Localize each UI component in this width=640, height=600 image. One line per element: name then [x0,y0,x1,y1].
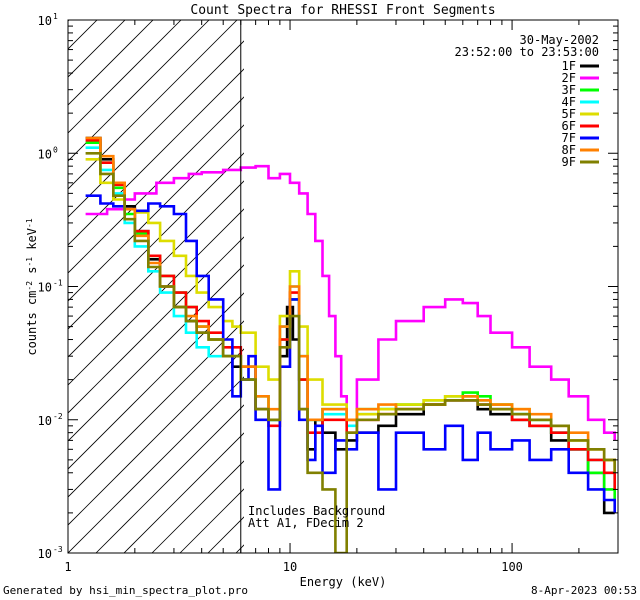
footer-generated-by: Generated by hsi_min_spectra_plot.pro [3,584,248,597]
x-axis-label: Energy (keV) [300,575,387,589]
y-tick-exponent: -3 [53,545,63,554]
hatch-line [123,432,244,553]
hatch-line [320,0,640,553]
date-label: 30-May-2002 [520,33,599,47]
series-line-2F [85,164,616,441]
y-tick-exponent: -1 [53,279,63,288]
legend-label-3F: 3F [562,83,576,97]
y-tick-label: 10 [38,147,52,161]
hatch-line [68,20,210,162]
hatch-line [68,152,244,330]
hatch-line [68,264,244,442]
y-tick-exponent: 0 [53,145,58,154]
hatch-line [68,96,244,274]
hatch-line [68,236,244,414]
hatch-line [68,208,244,386]
hatch-line [68,124,244,302]
hatch-line [68,20,154,106]
hatch-line [68,68,244,246]
hatch-line [68,40,244,218]
hatch-line [68,20,126,78]
series-line-4F [85,146,616,490]
hatch-line [68,20,182,134]
series-line-7F [85,194,616,513]
y-tick-label: 10 [38,281,52,295]
y-label-part-1: -2 [25,281,34,291]
legend-label-8F: 8F [562,143,576,157]
x-tick-label: 10 [283,560,297,574]
series-layer [85,136,616,553]
y-axis-label: counts cm-2 s-1 keV-1 [25,218,40,355]
annotation-line-2: Att A1, FDecim 2 [248,516,364,530]
legend-label-9F: 9F [562,155,576,169]
hatch-line [264,0,640,553]
hatch-line [68,20,238,190]
legend-label-5F: 5F [562,107,576,121]
legend-label-4F: 4F [562,95,576,109]
hatch-line [348,0,640,553]
hatch-line [68,180,244,358]
series-line-8F [85,136,616,473]
hatch-line [235,544,244,553]
hatch-line [0,0,108,553]
x-tick-label: 1 [64,560,71,574]
plot-frame [67,19,619,554]
y-tick-label: 10 [38,14,52,28]
hatch-line [68,292,244,470]
y-label-part-3: -1 [25,257,34,267]
y-label-part-0: counts cm [25,291,39,356]
footer-date: 8-Apr-2023 00:53 [531,584,637,597]
hatch-line [68,376,244,553]
series-line-3F [85,141,616,500]
annotation-line-1: Includes Background [248,504,385,518]
legend-label-2F: 2F [562,71,576,85]
hatch-line [68,320,244,498]
series-line-6F [85,139,616,490]
legend-label-1F: 1F [562,59,576,73]
y-label-part-2: s [25,267,39,281]
x-tick-label: 100 [501,560,523,574]
hatch-line [68,348,244,526]
hatch-line [95,404,244,553]
chart-title: Count Spectra for RHESSI Front Segments [190,3,495,18]
legend-label-7F: 7F [562,131,576,145]
series-line-1F [85,136,615,515]
y-tick-exponent: 1 [53,12,58,21]
time-range-label: 23:52:00 to 23:53:00 [455,45,600,59]
hatched-region [0,0,640,553]
y-tick-exponent: -2 [53,412,63,421]
y-label-part-4: keV [25,228,39,257]
series-line-9F [85,152,616,553]
y-tick-label: 10 [38,547,52,561]
legend-label-6F: 6F [562,119,576,133]
y-label-part-5: -1 [25,218,34,228]
y-tick-label: 10 [38,414,52,428]
